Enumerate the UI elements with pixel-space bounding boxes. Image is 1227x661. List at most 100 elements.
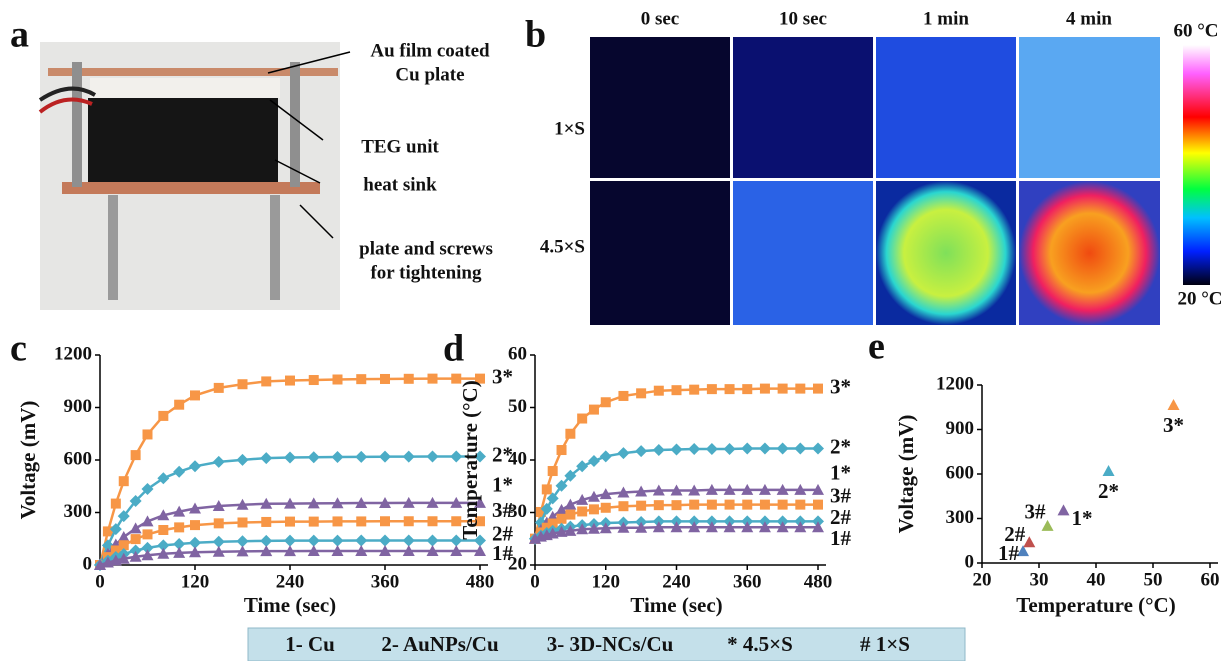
marker <box>356 516 367 527</box>
marker <box>813 499 823 510</box>
marker <box>599 450 612 463</box>
marker <box>635 445 648 458</box>
y-tick-label: 300 <box>64 501 93 522</box>
series-label: 1# <box>830 526 852 550</box>
marker <box>450 450 463 463</box>
marker <box>794 442 807 455</box>
marker <box>173 465 186 478</box>
x-axis-label: Temperature (°C) <box>1016 593 1175 617</box>
marker <box>402 534 415 547</box>
marker <box>635 485 648 497</box>
marker <box>158 410 169 421</box>
marker <box>1041 519 1054 531</box>
x-tick-label: 20 <box>973 569 992 590</box>
marker <box>260 534 273 547</box>
marker <box>308 375 319 386</box>
y-tick-label: 50 <box>508 396 527 417</box>
marker <box>308 516 319 527</box>
marker <box>759 499 770 510</box>
marker <box>653 385 664 396</box>
marker <box>671 385 682 396</box>
marker <box>812 442 824 455</box>
marker <box>213 382 224 393</box>
x-tick-label: 480 <box>804 571 833 592</box>
marker <box>307 534 320 547</box>
thermal-grid <box>590 37 1210 325</box>
marker <box>555 503 568 515</box>
y-tick-label: 60 <box>508 343 527 364</box>
marker <box>379 497 391 509</box>
marker <box>565 428 576 439</box>
marker <box>1057 504 1070 516</box>
marker <box>706 384 717 395</box>
chart: d 20 30 40 50 60 0 120 240 360 480 Time (sec) Temper… <box>443 328 852 617</box>
marker <box>110 498 121 509</box>
x-axis-label: Time (sec) <box>244 593 336 617</box>
marker <box>158 525 169 535</box>
marker <box>577 506 588 517</box>
colorbar-min: 20 °C <box>1177 288 1222 309</box>
series-label: 2# <box>830 505 852 529</box>
marker <box>1167 399 1180 411</box>
column-label: 1 min <box>923 8 969 29</box>
marker <box>576 460 589 473</box>
marker <box>688 442 701 455</box>
marker <box>540 502 553 515</box>
marker <box>331 451 344 464</box>
marker <box>600 397 611 408</box>
marker <box>129 544 142 557</box>
y-tick-label: 30 <box>508 501 527 522</box>
marker <box>564 469 577 482</box>
marker <box>776 521 789 533</box>
marker <box>212 455 225 468</box>
row-label: 1×S <box>554 118 585 139</box>
marker <box>812 521 824 533</box>
marker <box>237 517 248 528</box>
y-tick-label: 40 <box>508 448 527 469</box>
marker <box>795 499 806 510</box>
marker <box>723 521 736 533</box>
marker <box>190 390 200 401</box>
marker <box>475 373 485 384</box>
marker <box>741 442 754 455</box>
marker <box>110 545 121 556</box>
marker <box>587 455 600 468</box>
x-tick-label: 480 <box>466 571 495 592</box>
marker <box>599 488 612 500</box>
marker <box>812 483 824 495</box>
marker <box>213 518 224 529</box>
marker <box>565 509 576 520</box>
marker <box>652 521 665 533</box>
marker <box>555 525 568 537</box>
marker <box>795 383 806 394</box>
marker <box>635 521 648 533</box>
marker <box>142 529 153 540</box>
marker <box>402 545 415 556</box>
marker <box>380 373 390 384</box>
marker <box>450 496 463 508</box>
point-label: 1# <box>998 541 1020 565</box>
marker <box>189 460 201 473</box>
marker <box>1102 465 1115 477</box>
marker <box>212 545 225 557</box>
marker <box>636 500 647 511</box>
y-axis-label: Voltage (mV) <box>16 401 40 520</box>
marker <box>331 545 344 556</box>
marker <box>284 534 296 547</box>
marker <box>141 515 154 527</box>
marker <box>451 516 462 527</box>
column-label: 10 sec <box>779 8 827 29</box>
marker <box>331 497 344 509</box>
x-tick-label: 360 <box>371 571 400 592</box>
point-label: 1* <box>1072 506 1093 530</box>
colorbar-max: 60 °C <box>1173 20 1218 41</box>
marker <box>142 429 153 440</box>
marker <box>759 383 770 394</box>
marker <box>307 497 320 509</box>
marker <box>403 516 414 527</box>
marker <box>212 500 225 512</box>
marker <box>450 534 463 547</box>
marker <box>157 472 170 485</box>
marker <box>617 521 630 533</box>
marker <box>450 545 463 556</box>
